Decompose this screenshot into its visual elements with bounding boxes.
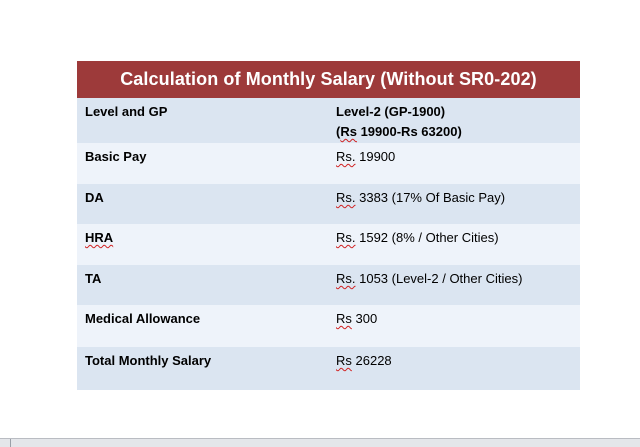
spellcheck-word: Rs. [336,271,356,286]
table-row-ta: TA Rs. 1053 (Level-2 / Other Cities) [77,265,580,305]
row-label: Level and GP [85,104,168,119]
value-line-1: Level-2 (GP-1900) [336,104,446,119]
table-row-medical: Medical Allowance Rs 300 [77,305,580,347]
table-row-level-gp: Level and GP Level-2 (GP-1900) (Rs 19900… [77,98,580,143]
spellcheck-word: Rs [336,311,352,326]
table-row-basic-pay: Basic Pay Rs. 19900 [77,143,580,184]
value-text: 1053 (Level-2 / Other Cities) [355,271,523,286]
row-label: Basic Pay [85,149,147,164]
table-row-da: DA Rs. 3383 (17% Of Basic Pay) [77,184,580,224]
spellcheck-word: Rs. [336,230,356,245]
row-label: DA [85,190,104,205]
spellcheck-word: Rs. [336,149,356,164]
spellcheck-word: Rs [340,124,357,139]
table-row-total: Total Monthly Salary Rs 26228 [77,347,580,390]
scrollbar-handle[interactable] [10,439,11,447]
horizontal-scrollbar[interactable] [0,438,640,447]
spellcheck-word: Rs. [336,190,356,205]
table-title: Calculation of Monthly Salary (Without S… [77,61,580,98]
row-value: Rs. 1592 (8% / Other Cities) [328,224,580,265]
row-label: Total Monthly Salary [85,353,212,368]
value-text: 1592 (8% / Other Cities) [355,230,499,245]
row-value: Rs. 3383 (17% Of Basic Pay) [328,184,580,224]
salary-table: Calculation of Monthly Salary (Without S… [77,61,580,390]
table-row-hra: HRA Rs. 1592 (8% / Other Cities) [77,224,580,265]
row-value: Level-2 (GP-1900) (Rs 19900-Rs 63200) [328,98,580,143]
row-value: Rs 300 [328,305,580,347]
row-label: HRA [77,224,328,265]
spellcheck-word: HRA [85,230,114,245]
row-label: TA [85,271,102,286]
value-text: 300 [351,311,378,326]
value-text: 3383 (17% Of Basic Pay) [355,190,506,205]
row-value: Rs. 1053 (Level-2 / Other Cities) [328,265,580,305]
row-value: Rs 26228 [328,347,580,390]
value-text: 26228 [351,353,392,368]
value-text: 19900 [355,149,396,164]
value-line-2: (Rs 19900-Rs 63200) [336,124,462,139]
row-label: Medical Allowance [85,311,201,326]
row-value: Rs. 19900 [328,143,580,184]
spellcheck-word: Rs [336,353,352,368]
